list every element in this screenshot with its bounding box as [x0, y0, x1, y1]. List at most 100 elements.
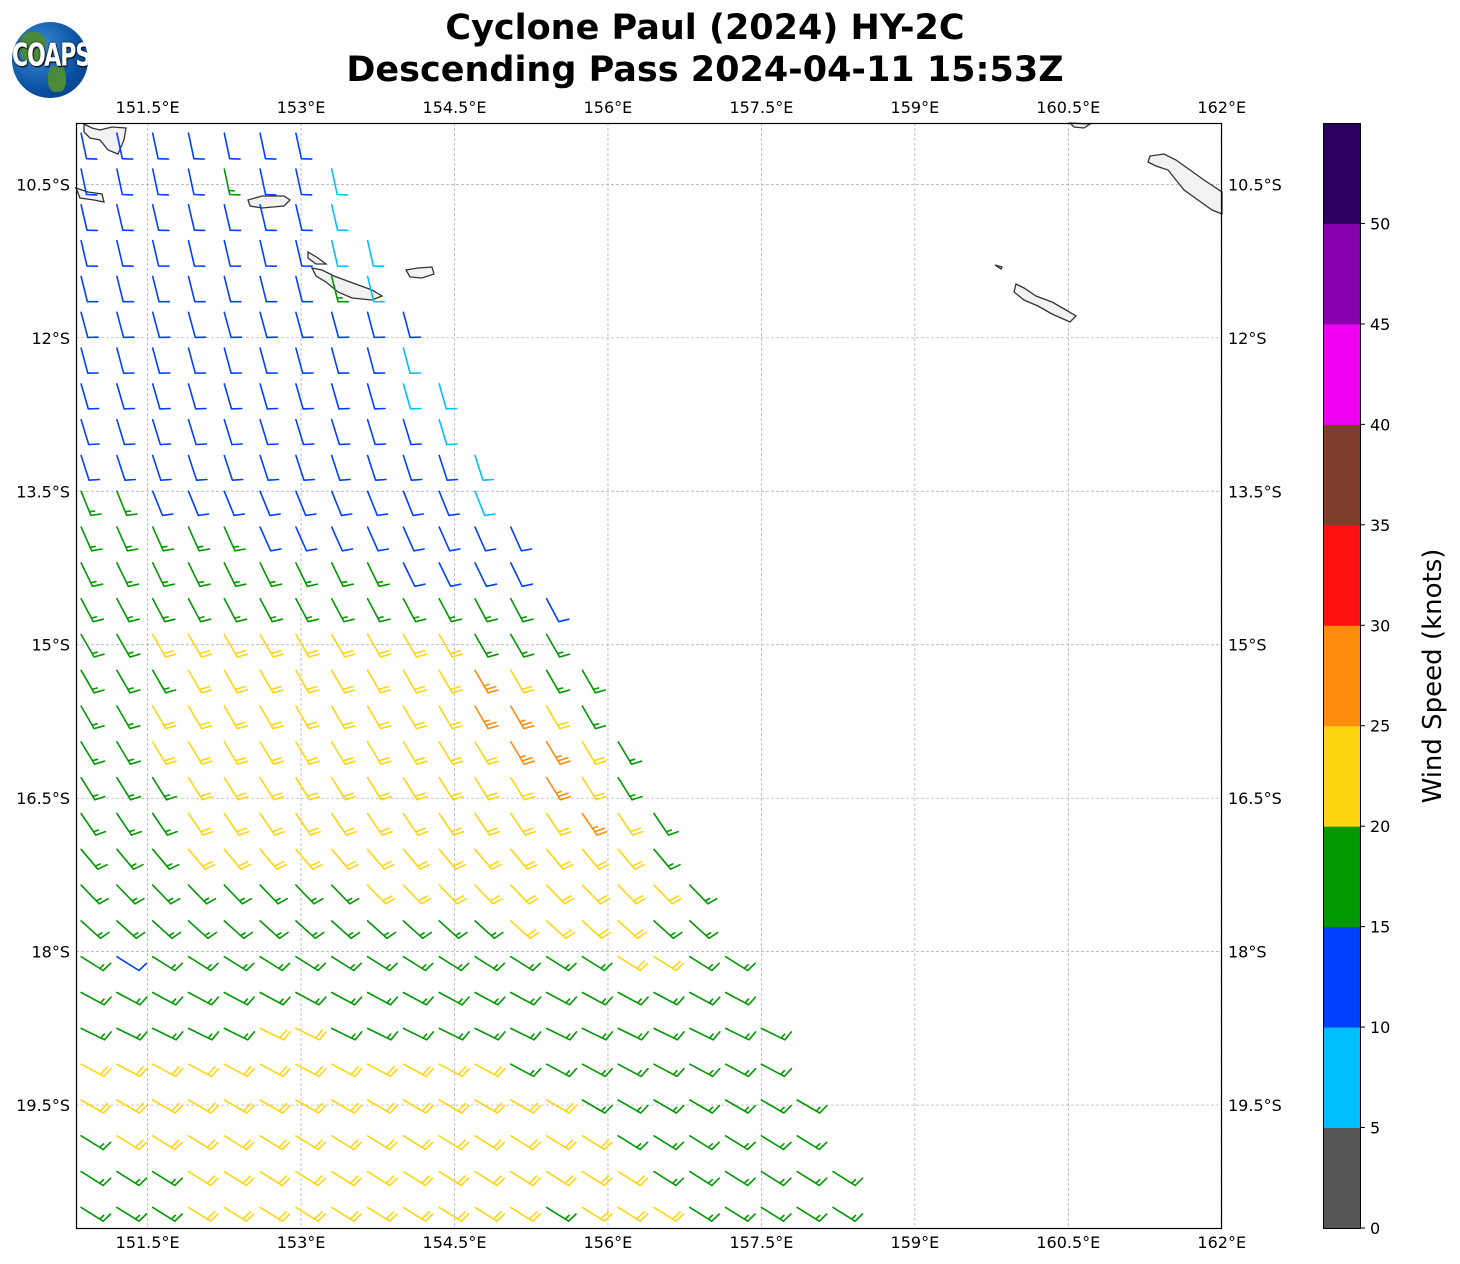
wind-barb [259, 1170, 291, 1187]
wind-barb [151, 239, 170, 267]
wind-barb [581, 1063, 613, 1078]
lat-tick-label-left: 19.5°S [16, 1096, 70, 1115]
wind-barb [330, 562, 354, 588]
wind-barb [366, 239, 385, 267]
wind-barb [223, 1099, 255, 1114]
colorbar-segment [1323, 926, 1360, 1028]
island-4 [404, 266, 435, 279]
wind-barb [581, 1027, 614, 1041]
wind-barb [80, 311, 99, 339]
wind-barb [330, 204, 349, 232]
wind-barb [151, 454, 172, 481]
wind-barb [617, 812, 644, 836]
wind-barb [438, 669, 463, 694]
wind-barb [438, 633, 463, 658]
wind-barb [295, 848, 323, 870]
wind-barb [330, 812, 357, 836]
wind-barb [724, 955, 756, 972]
wind-barb [617, 1135, 649, 1151]
lon-tick-label-top: 153°E [277, 98, 326, 117]
wind-barb [689, 1170, 720, 1187]
wind-barb [187, 562, 211, 588]
wind-barb [151, 705, 177, 730]
wind-barb [545, 597, 570, 623]
wind-barb [80, 526, 103, 552]
lon-tick-label-bottom: 153°E [277, 1233, 326, 1252]
wind-barb [187, 776, 213, 801]
wind-barb [402, 1027, 435, 1041]
lat-tick-label-left: 13.5°S [16, 482, 70, 501]
wind-barb [474, 776, 500, 801]
wind-barb [545, 776, 571, 801]
wind-barb [330, 597, 355, 623]
lat-tick-label-right: 19.5°S [1228, 1096, 1282, 1115]
wind-barb [259, 490, 281, 517]
lat-tick-label-right: 12°S [1228, 329, 1267, 348]
wind-barb [223, 705, 248, 730]
wind-barb [151, 204, 170, 232]
lon-tick-label-top: 156°E [584, 98, 633, 117]
wind-barb [366, 848, 395, 870]
wind-barb [187, 705, 213, 730]
wind-barb [617, 955, 649, 972]
wind-barb [330, 633, 356, 658]
lon-tick-label-bottom: 162°E [1197, 1233, 1246, 1252]
wind-barb [295, 311, 314, 339]
wind-barb [223, 884, 253, 905]
wind-barb [223, 418, 243, 446]
colorbar-tick-label: 25 [1370, 717, 1390, 736]
wind-barb [545, 1206, 577, 1222]
wind-barb [474, 1027, 506, 1041]
wind-barb [187, 168, 205, 196]
wind-barb [187, 1099, 219, 1114]
wind-barb [724, 1099, 757, 1114]
wind-barb [259, 562, 283, 588]
wind-barb [330, 1099, 363, 1114]
wind-barb [295, 454, 316, 481]
wind-barb [438, 1170, 470, 1187]
wind-barb [295, 1099, 327, 1114]
wind-barb [151, 418, 172, 446]
wind-barb [617, 1099, 649, 1114]
wind-barb [474, 741, 500, 765]
wind-barb [187, 741, 213, 765]
wind-barb [151, 383, 171, 410]
wind-barb [151, 1135, 183, 1151]
wind-barb [366, 705, 392, 730]
wind-barb [366, 1206, 398, 1222]
wind-barb [187, 1027, 220, 1041]
wind-barb [259, 454, 280, 481]
wind-barb [187, 920, 218, 940]
wind-barb [295, 168, 313, 196]
wind-barb [402, 884, 432, 905]
lon-tick-label-top: 159°E [891, 98, 940, 117]
wind-barb [151, 1206, 183, 1222]
wind-barb [223, 1206, 255, 1222]
wind-barb [116, 168, 134, 196]
wind-barb [330, 1027, 363, 1041]
wind-barb [80, 347, 99, 374]
wind-barb [510, 597, 534, 623]
wind-barb [474, 669, 499, 694]
wind-barb [223, 383, 243, 410]
wind-barb [116, 239, 134, 267]
wind-barb [223, 669, 248, 694]
wind-barb [116, 311, 135, 339]
wind-barb [187, 1206, 219, 1222]
island-3 [307, 250, 328, 265]
wind-barb [402, 311, 422, 339]
wind-barb [295, 1170, 327, 1187]
lat-tick-label-left: 16.5°S [16, 789, 70, 808]
wind-barb [80, 1027, 112, 1041]
wind-barb [653, 991, 685, 1006]
colorbar-label: Wind Speed (knots) [1418, 548, 1448, 804]
wind-barb [80, 562, 104, 588]
wind-barb [223, 454, 244, 481]
wind-barb [295, 669, 320, 694]
wind-barb [116, 597, 140, 623]
wind-barb [330, 490, 353, 517]
wind-barb [438, 812, 465, 836]
wind-barb [80, 741, 106, 765]
wind-barb [223, 1135, 255, 1151]
